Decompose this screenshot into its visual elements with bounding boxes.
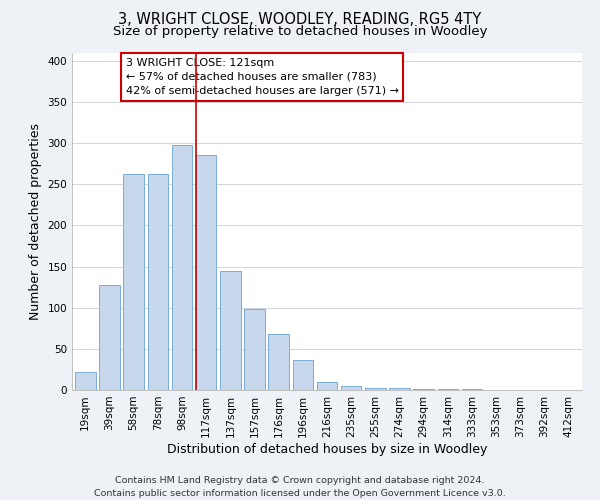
Bar [172,144,192,390]
Bar [268,334,289,390]
X-axis label: Distribution of detached houses by size in Woodley: Distribution of detached houses by size … [167,442,487,456]
Bar [413,389,434,390]
Bar [389,388,410,390]
Text: Size of property relative to detached houses in Woodley: Size of property relative to detached ho… [113,25,487,38]
Text: Contains HM Land Registry data © Crown copyright and database right 2024.
Contai: Contains HM Land Registry data © Crown c… [94,476,506,498]
Bar [75,372,95,390]
Y-axis label: Number of detached properties: Number of detached properties [29,122,42,320]
Bar [437,389,458,390]
Bar [148,174,168,390]
Bar [220,272,241,390]
Bar [317,382,337,390]
Text: 3 WRIGHT CLOSE: 121sqm
← 57% of detached houses are smaller (783)
42% of semi-de: 3 WRIGHT CLOSE: 121sqm ← 57% of detached… [125,58,398,96]
Bar [244,310,265,390]
Text: 3, WRIGHT CLOSE, WOODLEY, READING, RG5 4TY: 3, WRIGHT CLOSE, WOODLEY, READING, RG5 4… [118,12,482,28]
Bar [293,360,313,390]
Bar [462,389,482,390]
Bar [365,388,386,390]
Bar [341,386,361,390]
Bar [99,284,120,390]
Bar [196,156,217,390]
Bar [124,174,144,390]
